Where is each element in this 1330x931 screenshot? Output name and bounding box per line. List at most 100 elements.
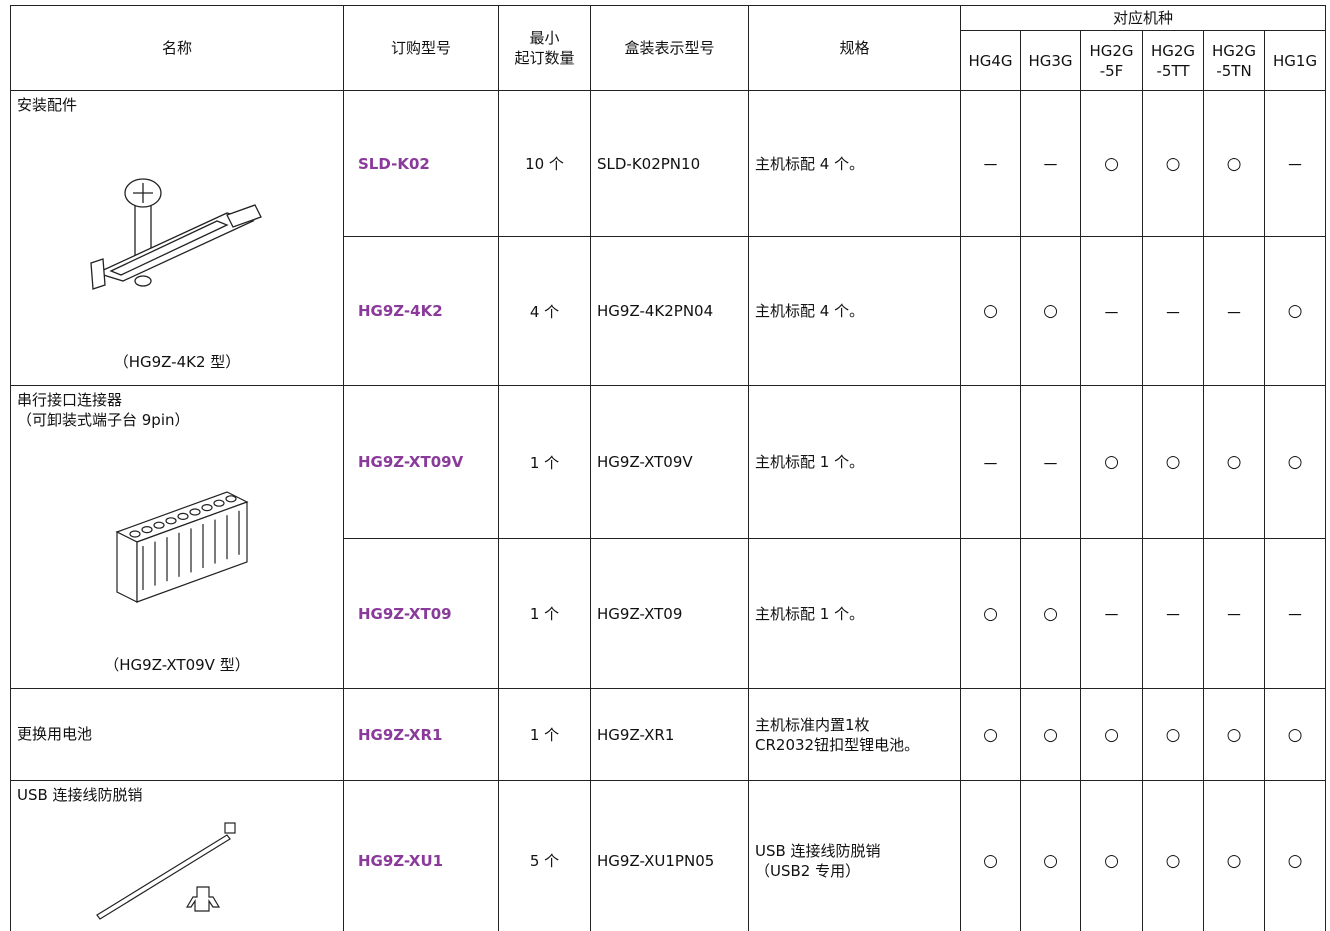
text-line: （可卸装式端子台 9pin）: [17, 411, 190, 429]
compat-mark: ○: [1263, 385, 1327, 539]
min-qty: 10 个: [498, 90, 591, 237]
spec: USB 连接线防脱销 （USB2 专用）: [748, 780, 961, 931]
text-line: 更换用电池: [17, 725, 93, 743]
compat-mark: －: [1020, 385, 1081, 539]
compat-mark: －: [1263, 538, 1327, 689]
name-text: 串行接口连接器 （可卸装式端子台 9pin）: [17, 390, 337, 430]
table-row: 安装配件 （HG9Z-4K2 型） SLD-K02 10 个 SLD-K02PN10 主机…: [10, 90, 1327, 386]
compat-mark: ○: [1020, 688, 1081, 781]
spec: 主机标配 4 个。: [748, 90, 961, 237]
compat-mark: ○: [960, 688, 1021, 781]
header-order-no: 订购型号: [343, 5, 499, 91]
text-line: 串行接口连接器: [17, 391, 123, 409]
order-no: HG9Z-XR1: [343, 688, 499, 781]
compat-mark: －: [1263, 90, 1327, 237]
text-line: -5TN: [1216, 61, 1252, 80]
name-box: USB 连接线防脱销: [17, 785, 337, 931]
text-line: CR2032钮扣型锂电池。: [755, 735, 920, 754]
text-line: HG2G: [1089, 41, 1134, 60]
compat-mark: ○: [960, 538, 1021, 689]
caption: （HG9Z-XT09V 型）: [104, 656, 250, 674]
name-cell: 更换用电池: [10, 688, 344, 781]
header-model: HG2G -5TT: [1142, 30, 1204, 91]
name-cell: 串行接口连接器 （可卸装式端子台 9pin） （HG9Z-XT09V 型）: [10, 385, 344, 689]
min-qty: 1 个: [498, 538, 591, 689]
compat-mark: ○: [1020, 538, 1081, 689]
text-line: 起订数量: [514, 49, 575, 67]
order-no: HG9Z-4K2: [343, 236, 499, 386]
compat-mark: ○: [1203, 780, 1265, 931]
compat-mark: ○: [1142, 90, 1204, 237]
compat-mark: －: [1203, 236, 1265, 386]
compat-mark: －: [1080, 538, 1143, 689]
text-line: -5TT: [1156, 61, 1190, 80]
box-model: HG9Z-XT09V: [590, 385, 749, 539]
text-line: HG1G: [1273, 51, 1318, 70]
header-model: HG4G: [960, 30, 1021, 91]
compat-mark: ○: [1203, 90, 1265, 237]
spec: 主机标准内置1枚 CR2032钮扣型锂电池。: [748, 688, 961, 781]
compat-mark: ○: [1080, 385, 1143, 539]
compat-mark: ○: [1080, 688, 1143, 781]
compat-mark: ○: [960, 236, 1021, 386]
box-model: HG9Z-4K2PN04: [590, 236, 749, 386]
header-model: HG1G: [1263, 30, 1327, 91]
table-row: USB 连接线防脱销 HG9Z-XU1 5 个 HG9Z-XU1PN05 USB 连接线…: [10, 780, 1327, 931]
min-qty: 4 个: [498, 236, 591, 386]
text-line: HG2G: [1150, 41, 1196, 60]
compat-mark: ○: [1142, 385, 1204, 539]
name-box: 更换用电池: [17, 693, 337, 775]
compat-mark: ○: [1263, 236, 1327, 386]
header-model: HG2G -5TN: [1203, 30, 1265, 91]
compat-mark: ○: [1020, 236, 1081, 386]
table-row: HG9Z-4K2 4 个 HG9Z-4K2PN04 主机标配 4 个。 ○ ○ －－－ ○: [11, 236, 1327, 386]
caption: （HG9Z-4K2 型）: [113, 353, 241, 371]
header-min-qty: 最小 起订数量: [498, 5, 591, 91]
compat-mark: ○: [1020, 780, 1081, 931]
box-model: HG9Z-XR1: [590, 688, 749, 781]
name-box: 安装配件 （HG9Z-4K2 型）: [17, 95, 337, 380]
box-model: HG9Z-XU1PN05: [590, 780, 749, 931]
text-line: HG2G: [1211, 41, 1257, 60]
order-no: HG9Z-XT09: [343, 538, 499, 689]
compat-mark: －: [960, 385, 1021, 539]
picture: [17, 805, 337, 931]
order-no: HG9Z-XT09V: [343, 385, 499, 539]
compat-mark: ○: [1263, 688, 1327, 781]
compat-mark: －: [1020, 90, 1081, 237]
min-qty: 5 个: [498, 780, 591, 931]
text-line: 主机标配 1 个。: [755, 453, 865, 471]
table-row: 串行接口连接器 （可卸装式端子台 9pin） （HG9Z-XT09V 型） HG9Z-…: [10, 385, 1327, 689]
min-qty: 1 个: [498, 688, 591, 781]
name-cell: USB 连接线防脱销: [10, 780, 344, 931]
text-line: USB 连接线防脱销: [17, 786, 143, 804]
compat-mark: ○: [1203, 385, 1265, 539]
compat-mark: ○: [1203, 688, 1265, 781]
picture: [17, 115, 337, 351]
header-compatible: 对应机种: [959, 5, 1327, 31]
compat-mark: ○: [1080, 780, 1143, 931]
name-text: USB 连接线防脱销: [17, 785, 337, 805]
spec: 主机标配 1 个。: [748, 538, 961, 689]
compat-mark: ○: [1142, 688, 1204, 781]
text-line: 主机标配 1 个。: [755, 604, 865, 623]
text-line: HG3G: [1028, 51, 1073, 70]
spec: 主机标配 1 个。: [748, 385, 961, 539]
box-model: HG9Z-XT09: [590, 538, 749, 689]
compat-mark: －: [1203, 538, 1265, 689]
header-name: 名称: [10, 5, 344, 91]
compat-mark: ○: [1080, 90, 1143, 237]
min-qty: 1 个: [498, 385, 591, 539]
text-line: 主机标准内置1枚: [755, 715, 870, 734]
text-line: -5F: [1099, 61, 1124, 80]
compat-mark: －: [1142, 236, 1204, 386]
header-model: HG3G: [1020, 30, 1081, 91]
box-model: SLD-K02PN10: [590, 90, 749, 237]
compat-mark: －: [1142, 538, 1204, 689]
text-line: HG4G: [968, 51, 1013, 70]
text-line: USB 连接线防脱销: [755, 841, 881, 860]
order-no: HG9Z-XU1: [343, 780, 499, 931]
name-text: 更换用电池: [17, 724, 337, 744]
name-box: 串行接口连接器 （可卸装式端子台 9pin） （HG9Z-XT09V 型）: [17, 390, 337, 683]
text-line: （USB2 专用）: [755, 861, 861, 880]
